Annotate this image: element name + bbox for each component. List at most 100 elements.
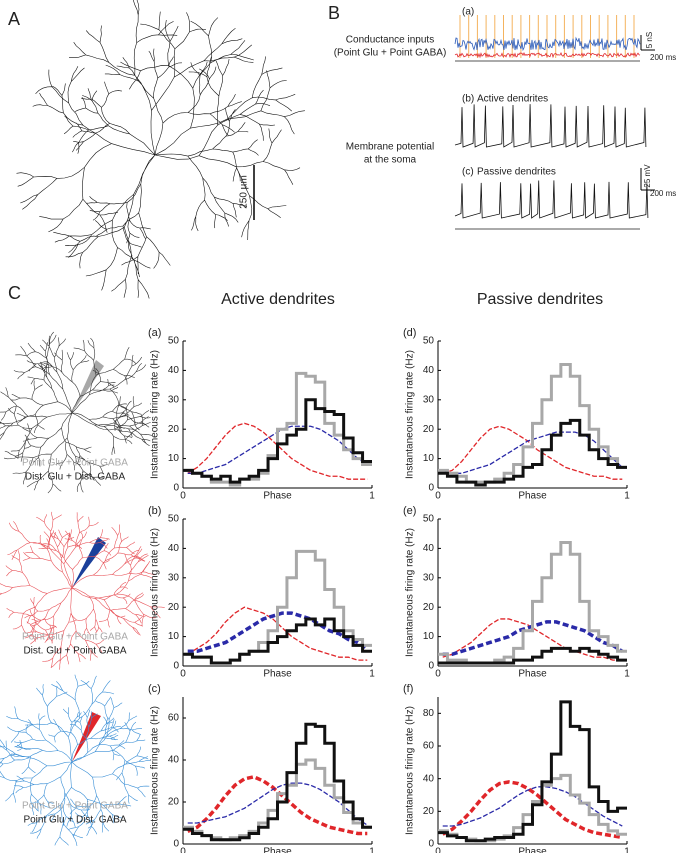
x-tick-label: 1 xyxy=(624,847,630,853)
panel-label: (f) xyxy=(403,683,413,695)
conductance-trace xyxy=(454,36,641,52)
legend-entry: Dist. Glu + Dist. GABA xyxy=(25,472,126,483)
trace-caption: at the soma xyxy=(364,155,417,166)
y-tick-label: 50 xyxy=(423,514,435,525)
histogram-line xyxy=(183,371,372,487)
histogram-line xyxy=(438,773,627,843)
legend-entry: Point Glu + Point GABA xyxy=(22,458,128,469)
x-tick-label: 0 xyxy=(435,491,441,502)
scale-label: 5 nS xyxy=(645,32,654,48)
y-tick-label: 10 xyxy=(423,631,435,642)
y-tick-label: 40 xyxy=(423,365,435,376)
histogram-line xyxy=(438,646,627,665)
panel-label: (c) xyxy=(148,683,161,695)
y-tick-label: 10 xyxy=(423,453,435,464)
trace-title: Passive dendrites xyxy=(477,167,556,178)
trace-caption: Conductance inputs xyxy=(346,35,434,46)
histogram-line xyxy=(438,418,627,487)
traces xyxy=(454,15,655,230)
y-tick-label: 0 xyxy=(428,839,434,850)
y-tick-label: 10 xyxy=(168,631,180,642)
x-tick-label: 1 xyxy=(624,491,630,502)
legend-entry: Dist. Glu + Point GABA xyxy=(23,646,126,657)
x-tick-label: 0 xyxy=(180,491,186,502)
dendrite-tree xyxy=(0,674,151,846)
x-tick-label: 1 xyxy=(369,491,375,502)
scale-label: 200 ms xyxy=(650,189,676,198)
y-axis-label: Instantaneous firing rate (Hz) xyxy=(405,350,416,479)
y-tick-label: 20 xyxy=(168,602,180,613)
trace-label: (b) xyxy=(462,94,474,105)
membrane-trace xyxy=(454,180,649,219)
electrode xyxy=(72,537,106,588)
y-tick-label: 40 xyxy=(423,773,435,784)
legend-entry: Point Glu + Dist. GABA xyxy=(23,815,126,826)
illustrations xyxy=(0,331,165,846)
y-tick-label: 60 xyxy=(423,741,435,752)
scale-label: 200 ms xyxy=(650,53,676,62)
x-axis-label: Phase xyxy=(263,847,292,853)
histogram-line xyxy=(183,549,372,665)
histogram-line xyxy=(183,617,372,665)
legend-entry: Point Glu + Point GABA xyxy=(22,632,128,643)
x-tick-label: 1 xyxy=(624,669,630,680)
x-tick-label: 0 xyxy=(435,847,441,853)
trace-label: (a) xyxy=(462,7,474,18)
y-tick-label: 0 xyxy=(173,483,179,494)
panel-label: (a) xyxy=(148,327,161,339)
y-tick-label: 50 xyxy=(423,336,435,347)
trace-title: Active dendrites xyxy=(477,94,548,105)
y-tick-label: 30 xyxy=(423,572,435,583)
conductance-trace xyxy=(454,51,641,59)
panel-label: C xyxy=(8,283,21,303)
model-curve xyxy=(187,611,369,654)
neuron-morphology xyxy=(16,0,305,299)
histogram-line xyxy=(183,722,372,842)
scale-bar-label: 250 µm xyxy=(239,175,250,209)
y-tick-label: 40 xyxy=(168,755,180,766)
y-axis-label: Instantaneous firing rate (Hz) xyxy=(150,706,161,835)
y-tick-label: 40 xyxy=(168,365,180,376)
y-tick-label: 30 xyxy=(168,394,180,405)
panel-label: A xyxy=(8,9,20,29)
y-tick-label: 60 xyxy=(168,713,180,724)
model-curve xyxy=(442,618,623,661)
x-tick-label: 0 xyxy=(435,669,441,680)
column-title: Passive dendrites xyxy=(477,291,603,308)
panel-label: (d) xyxy=(403,327,416,339)
membrane-trace xyxy=(454,104,647,148)
y-axis-label: Instantaneous firing rate (Hz) xyxy=(405,706,416,835)
electrode xyxy=(72,360,104,413)
trace-caption: (Point Glu + Point GABA) xyxy=(334,48,447,59)
y-tick-label: 0 xyxy=(428,483,434,494)
histogram-line xyxy=(183,398,372,484)
x-tick-label: 0 xyxy=(180,669,186,680)
legend-entry: Point Glu + Point GABA xyxy=(22,801,128,812)
y-tick-label: 20 xyxy=(423,602,435,613)
x-tick-label: 0 xyxy=(180,847,186,853)
y-tick-label: 40 xyxy=(168,543,180,554)
model-curve xyxy=(187,782,368,826)
y-tick-label: 30 xyxy=(423,394,435,405)
y-tick-label: 0 xyxy=(428,661,434,672)
trace-label: (c) xyxy=(462,167,474,178)
model-curve xyxy=(187,606,368,661)
scale-label: 25 mV xyxy=(643,164,652,188)
panel-label: (e) xyxy=(403,505,416,517)
x-tick-label: 1 xyxy=(369,669,375,680)
x-axis-label: Phase xyxy=(263,491,292,502)
column-title: Active dendrites xyxy=(221,291,335,308)
model-curve xyxy=(441,780,623,840)
y-axis-label: Instantaneous firing rate (Hz) xyxy=(405,528,416,657)
y-tick-label: 10 xyxy=(168,453,180,464)
dendrite-tree xyxy=(16,0,305,299)
y-tick-label: 20 xyxy=(423,806,435,817)
y-tick-label: 50 xyxy=(168,514,180,525)
panel-label: (b) xyxy=(148,505,161,517)
y-tick-label: 20 xyxy=(168,424,180,435)
model-curve xyxy=(187,774,368,836)
panel-label: B xyxy=(328,3,340,23)
y-tick-label: 50 xyxy=(168,336,180,347)
dendrite-tree xyxy=(0,511,165,670)
